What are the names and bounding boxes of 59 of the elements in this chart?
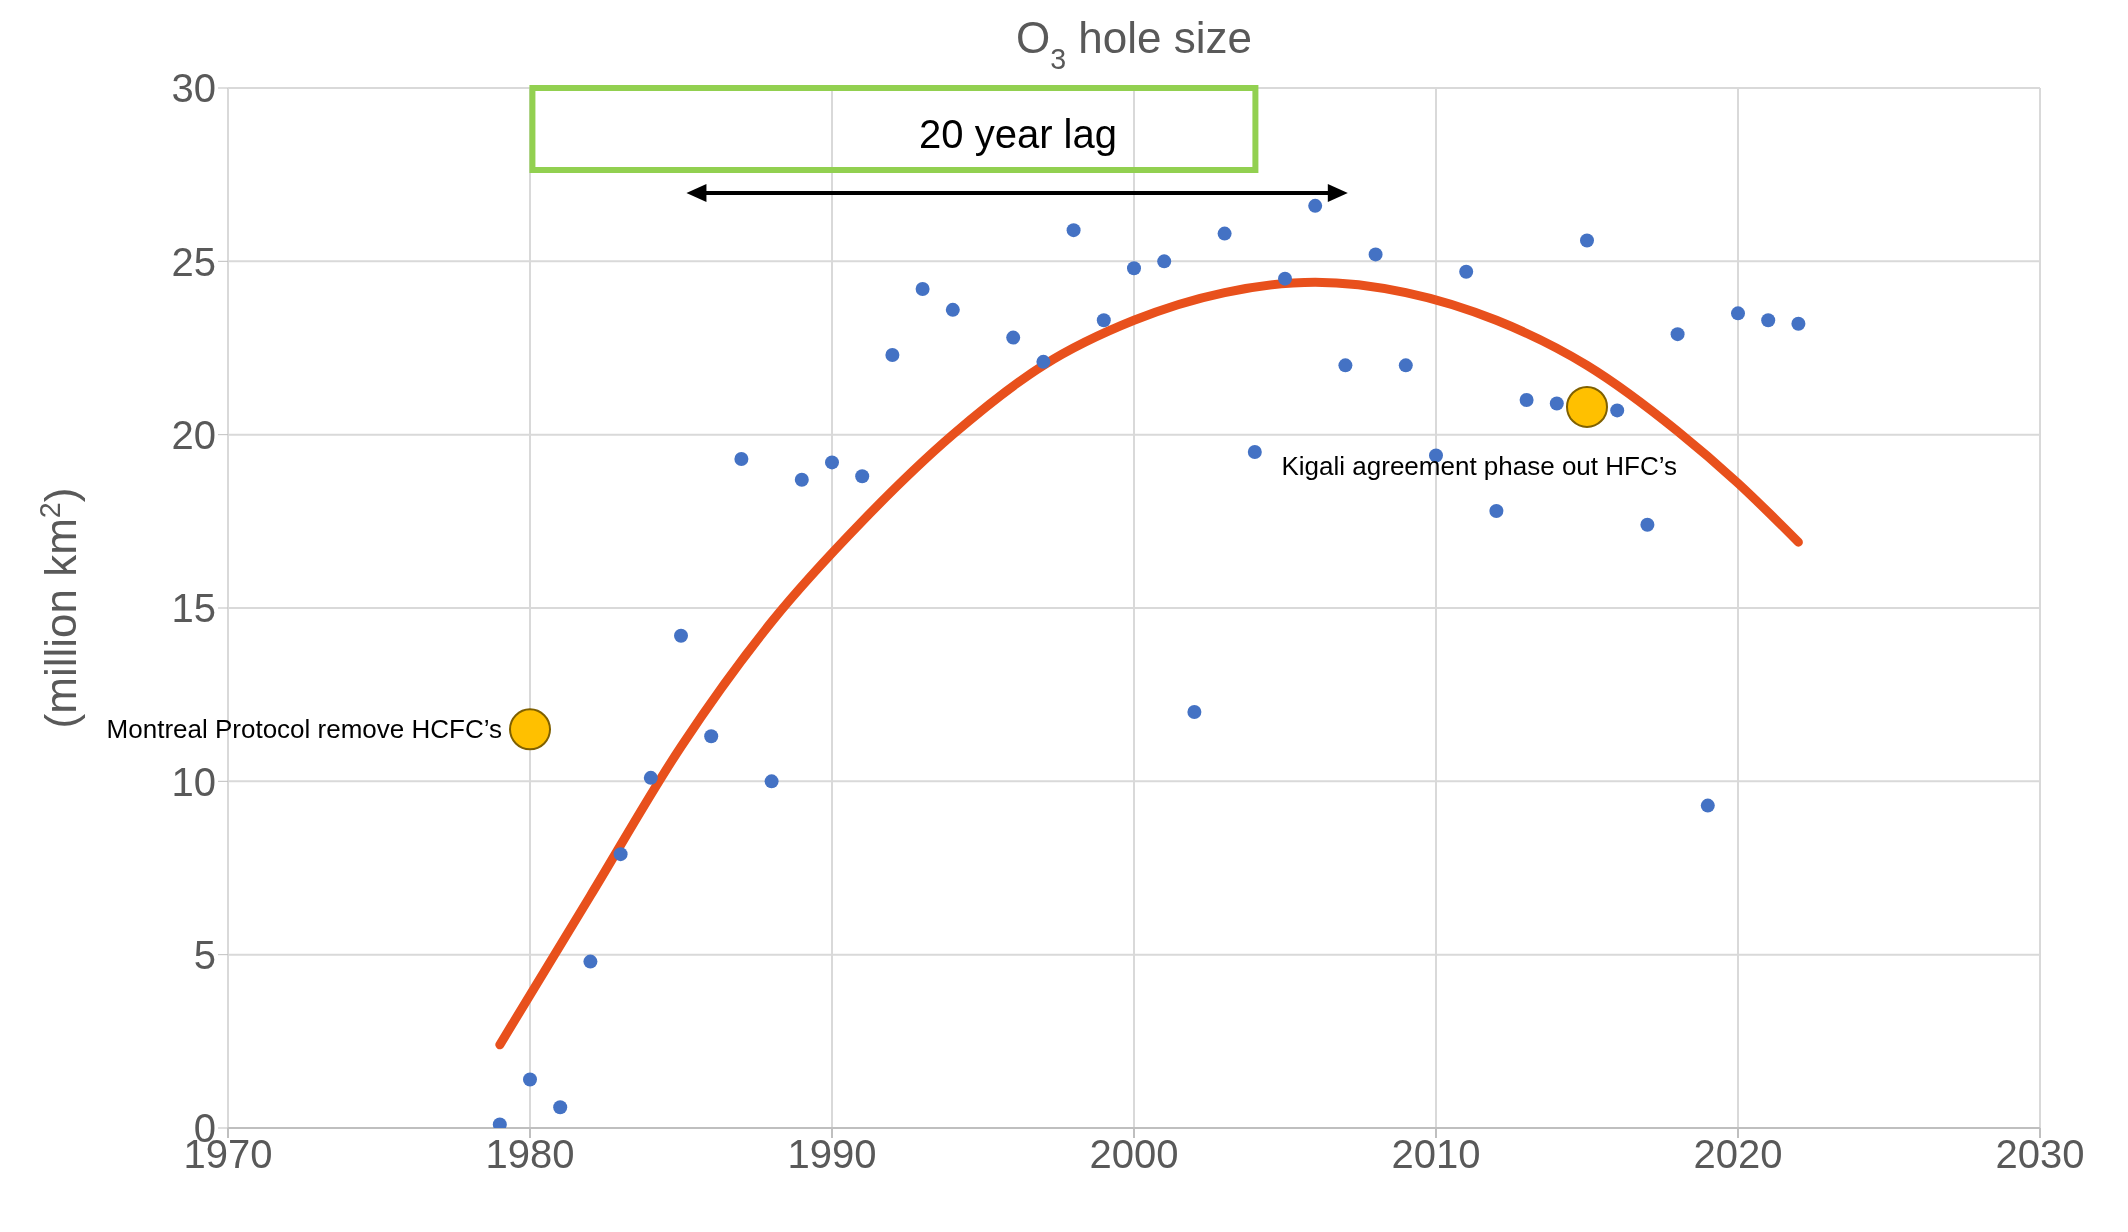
y-tick-label: 20 xyxy=(171,412,216,457)
point xyxy=(1549,396,1564,411)
y-tick-label: 10 xyxy=(171,759,216,804)
point xyxy=(509,708,551,751)
point xyxy=(915,282,930,297)
point xyxy=(1338,358,1353,373)
x-tick-label: 2030 xyxy=(1995,1132,2085,1177)
point xyxy=(945,302,960,317)
point xyxy=(674,628,688,643)
point xyxy=(1398,358,1413,373)
annotation: Montreal Protocol remove HCFC’s xyxy=(106,714,502,745)
point xyxy=(1519,393,1534,407)
point xyxy=(1006,330,1021,345)
point xyxy=(1670,327,1685,342)
point xyxy=(1278,271,1292,286)
point xyxy=(1187,705,1202,719)
x-tick-label: 2000 xyxy=(1089,1132,1179,1177)
chart-title: O$_{3}$ hole size xyxy=(1015,13,1253,75)
point xyxy=(734,451,749,466)
y-tick-label: 5 xyxy=(193,932,216,977)
point xyxy=(1247,445,1262,459)
point xyxy=(1791,316,1806,331)
point xyxy=(1127,261,1141,276)
point xyxy=(764,774,779,789)
point xyxy=(1157,254,1172,269)
point xyxy=(1566,385,1608,428)
point xyxy=(643,770,658,785)
y-tick-label: 15 xyxy=(171,586,216,631)
point xyxy=(1731,306,1745,321)
point xyxy=(613,847,628,862)
point xyxy=(1459,264,1474,279)
point xyxy=(553,1100,568,1115)
point xyxy=(825,455,839,470)
point xyxy=(1036,354,1051,369)
point xyxy=(523,1072,537,1087)
x-tick-label: 2020 xyxy=(1693,1132,1783,1177)
x-tick-label: 1980 xyxy=(485,1132,575,1177)
point xyxy=(1700,798,1715,813)
point xyxy=(1610,403,1625,418)
point xyxy=(1368,247,1383,262)
point xyxy=(583,954,598,969)
point xyxy=(1640,517,1655,532)
point xyxy=(1580,233,1594,248)
point xyxy=(1096,313,1111,328)
point xyxy=(855,469,870,484)
point xyxy=(704,729,719,744)
point xyxy=(885,347,900,362)
point xyxy=(1308,198,1323,213)
annotation: Kigali agreement phase out HFC’s xyxy=(1281,450,1677,481)
point xyxy=(1066,223,1081,238)
point xyxy=(1761,313,1776,328)
annotation: 20 year lag xyxy=(919,112,1117,156)
point xyxy=(1489,503,1504,518)
x-tick-label: 1990 xyxy=(787,1132,877,1177)
y-tick-label: 25 xyxy=(171,239,216,284)
point xyxy=(1217,226,1232,241)
x-tick-label: 2010 xyxy=(1391,1132,1481,1177)
y-tick-label: 30 xyxy=(171,66,216,111)
point xyxy=(794,472,809,487)
